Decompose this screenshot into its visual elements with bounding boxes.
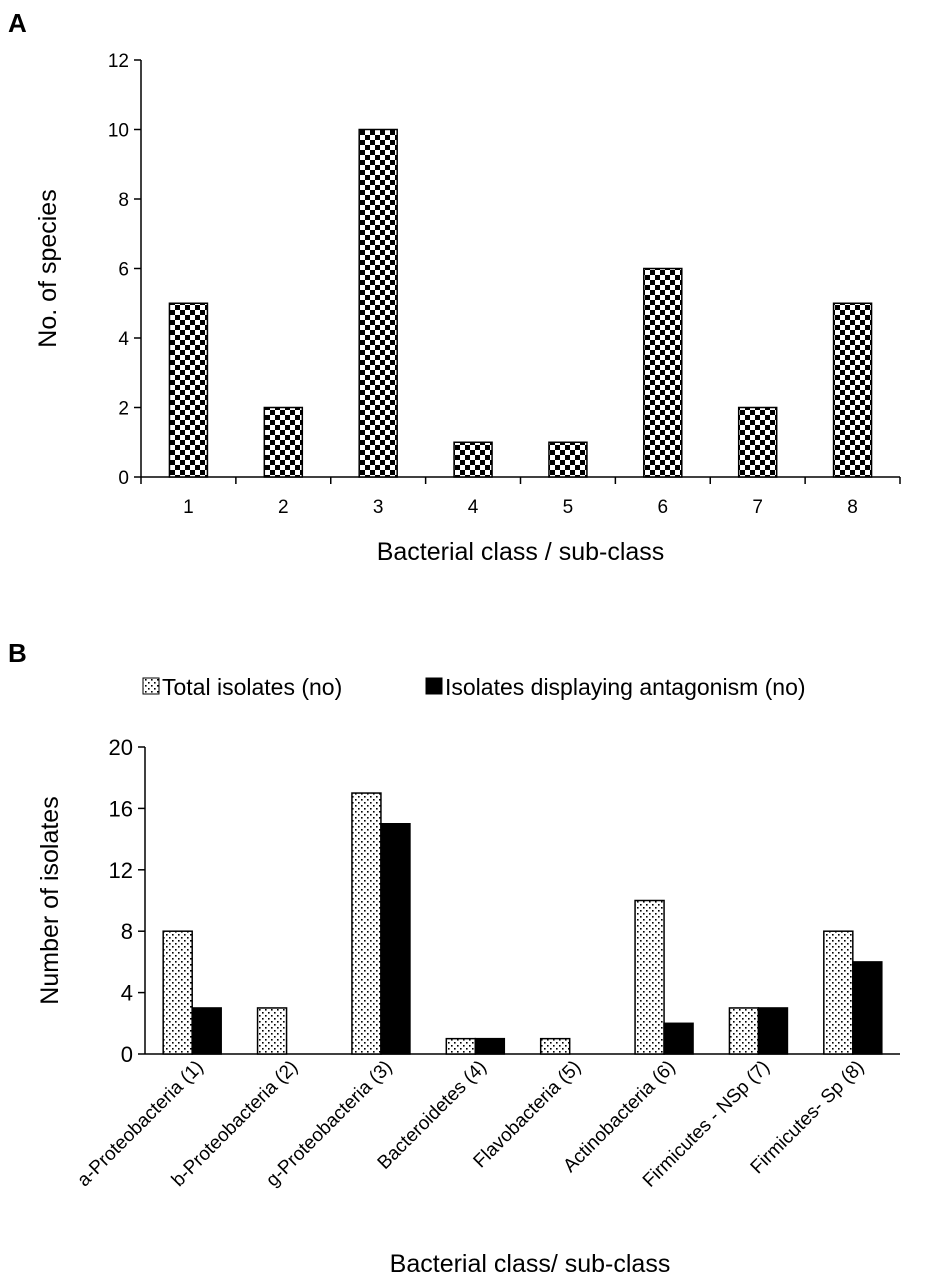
y-tick-label: 8 bbox=[121, 919, 133, 944]
bar-7 bbox=[737, 406, 778, 478]
y-tick-label: 0 bbox=[118, 468, 129, 489]
legend-swatch-total bbox=[142, 677, 160, 695]
panel-b-chart: Total isolates (no) Isolates displaying a… bbox=[36, 674, 900, 1278]
legend-label-total: Total isolates (no) bbox=[162, 674, 342, 700]
y-tick-label: 16 bbox=[109, 796, 133, 821]
y-tick-label: 12 bbox=[108, 51, 129, 72]
y-tick-label: 20 bbox=[109, 735, 133, 760]
legend-swatch-antagonism bbox=[425, 677, 443, 695]
y-tick-label: 4 bbox=[118, 329, 129, 350]
y-tick-label: 12 bbox=[109, 858, 133, 883]
bar-2 bbox=[263, 406, 304, 478]
x-tick-label: 3 bbox=[373, 497, 384, 518]
bar-antagonism-8 bbox=[852, 961, 883, 1055]
bar-1 bbox=[168, 302, 209, 478]
bar-total-6 bbox=[634, 899, 665, 1055]
x-tick-label: 2 bbox=[278, 497, 289, 518]
x-tick-label: 8 bbox=[847, 497, 858, 518]
bar-total-7 bbox=[728, 1007, 760, 1055]
x-tick-label: 5 bbox=[563, 497, 574, 518]
bar-antagonism-4 bbox=[474, 1037, 506, 1055]
panel-a-label: A bbox=[8, 8, 27, 38]
bar-6 bbox=[643, 267, 683, 478]
bar-8 bbox=[832, 302, 873, 478]
bar-antagonism-3 bbox=[380, 823, 411, 1055]
y-tick-label: 2 bbox=[118, 399, 129, 420]
x-tick-label: 1 bbox=[183, 497, 194, 518]
bar-antagonism-1 bbox=[191, 1007, 222, 1055]
bar-antagonism-7 bbox=[757, 1007, 789, 1055]
bar-total-4 bbox=[445, 1037, 477, 1055]
bar-4 bbox=[453, 441, 493, 478]
y-tick-label: 4 bbox=[121, 981, 133, 1006]
bar-total-5 bbox=[539, 1037, 571, 1055]
bar-total-1 bbox=[162, 930, 193, 1055]
bar-3 bbox=[358, 128, 398, 478]
bar-total-8 bbox=[823, 930, 854, 1055]
bar-antagonism-6 bbox=[663, 1022, 694, 1055]
x-tick-label: 6 bbox=[658, 497, 669, 518]
y-tick-label: 10 bbox=[108, 121, 129, 142]
bar-total-2 bbox=[256, 1007, 288, 1055]
legend: Total isolates (no) Isolates displaying a… bbox=[142, 674, 806, 700]
y-tick-label: 0 bbox=[121, 1042, 133, 1067]
y-axis-title: No. of species bbox=[34, 189, 62, 347]
bar-total-3 bbox=[351, 792, 382, 1055]
panel-b-label: B bbox=[8, 638, 27, 668]
x-axis-title: Bacterial class/ sub-class bbox=[390, 1250, 671, 1278]
x-axis-title: Bacterial class / sub-class bbox=[377, 538, 665, 566]
x-tick-label: 4 bbox=[468, 497, 479, 518]
bar-5 bbox=[548, 441, 588, 478]
y-axis-title: Number of isolates bbox=[36, 796, 64, 1004]
y-tick-label: 8 bbox=[118, 190, 129, 211]
y-tick-label: 6 bbox=[118, 260, 129, 281]
legend-label-antagonism: Isolates displaying antagonism (no) bbox=[445, 674, 806, 700]
x-tick-label: 7 bbox=[752, 497, 763, 518]
